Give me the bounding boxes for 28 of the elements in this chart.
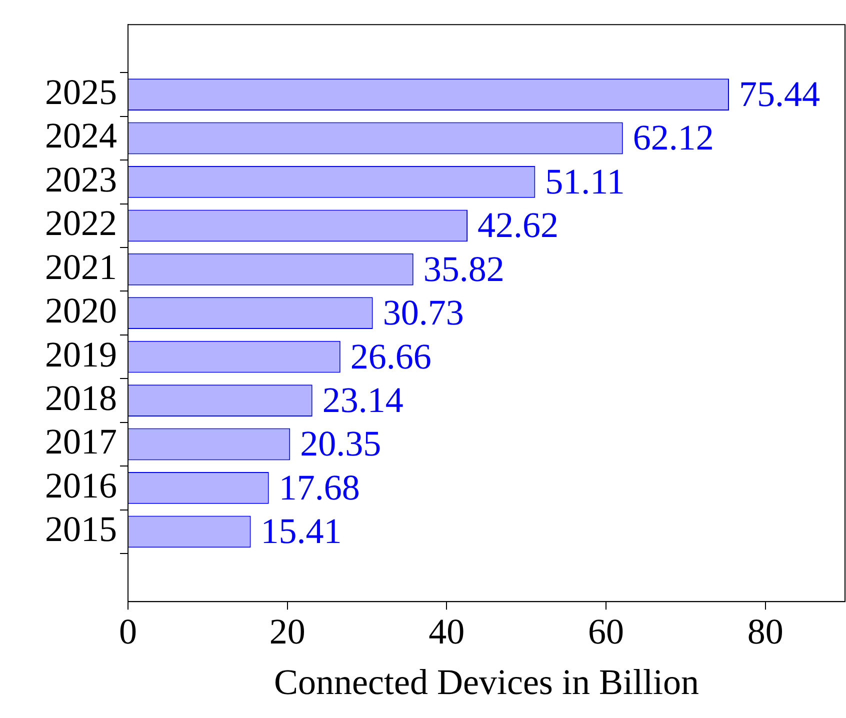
- x-axis-title: Connected Devices in Billion: [274, 662, 699, 702]
- data-label: 51.11: [545, 161, 625, 202]
- y-tick-label: 2022: [45, 203, 117, 244]
- y-tick-label: 2019: [45, 334, 117, 374]
- y-tick-label: 2020: [45, 290, 117, 331]
- x-tick-label: 40: [428, 612, 465, 652]
- y-tick-label: 2017: [45, 422, 117, 462]
- data-label: 20.35: [300, 424, 382, 464]
- x-tick-label: 0: [119, 612, 137, 652]
- data-label: 30.73: [382, 292, 464, 333]
- data-label: 42.62: [478, 205, 559, 246]
- x-tick-label: 80: [747, 612, 784, 652]
- y-tick-label: 2023: [45, 159, 117, 200]
- data-label: 23.14: [322, 380, 404, 420]
- data-label: 35.82: [423, 248, 504, 289]
- y-tick-label: 2025: [45, 72, 117, 112]
- data-label: 62.12: [632, 118, 714, 158]
- data-label: 26.66: [350, 336, 432, 376]
- y-tick-label: 2018: [45, 378, 117, 418]
- y-tick-label: 2015: [45, 509, 117, 550]
- data-label: 75.44: [739, 74, 820, 114]
- y-tick-label: 2024: [45, 116, 117, 156]
- y-tick-label: 2016: [45, 465, 117, 506]
- y-tick-label: 2021: [45, 246, 117, 287]
- data-label: 15.41: [260, 511, 342, 552]
- x-tick-label: 20: [269, 612, 306, 652]
- x-tick-label: 60: [588, 612, 624, 652]
- data-label: 17.68: [278, 467, 360, 508]
